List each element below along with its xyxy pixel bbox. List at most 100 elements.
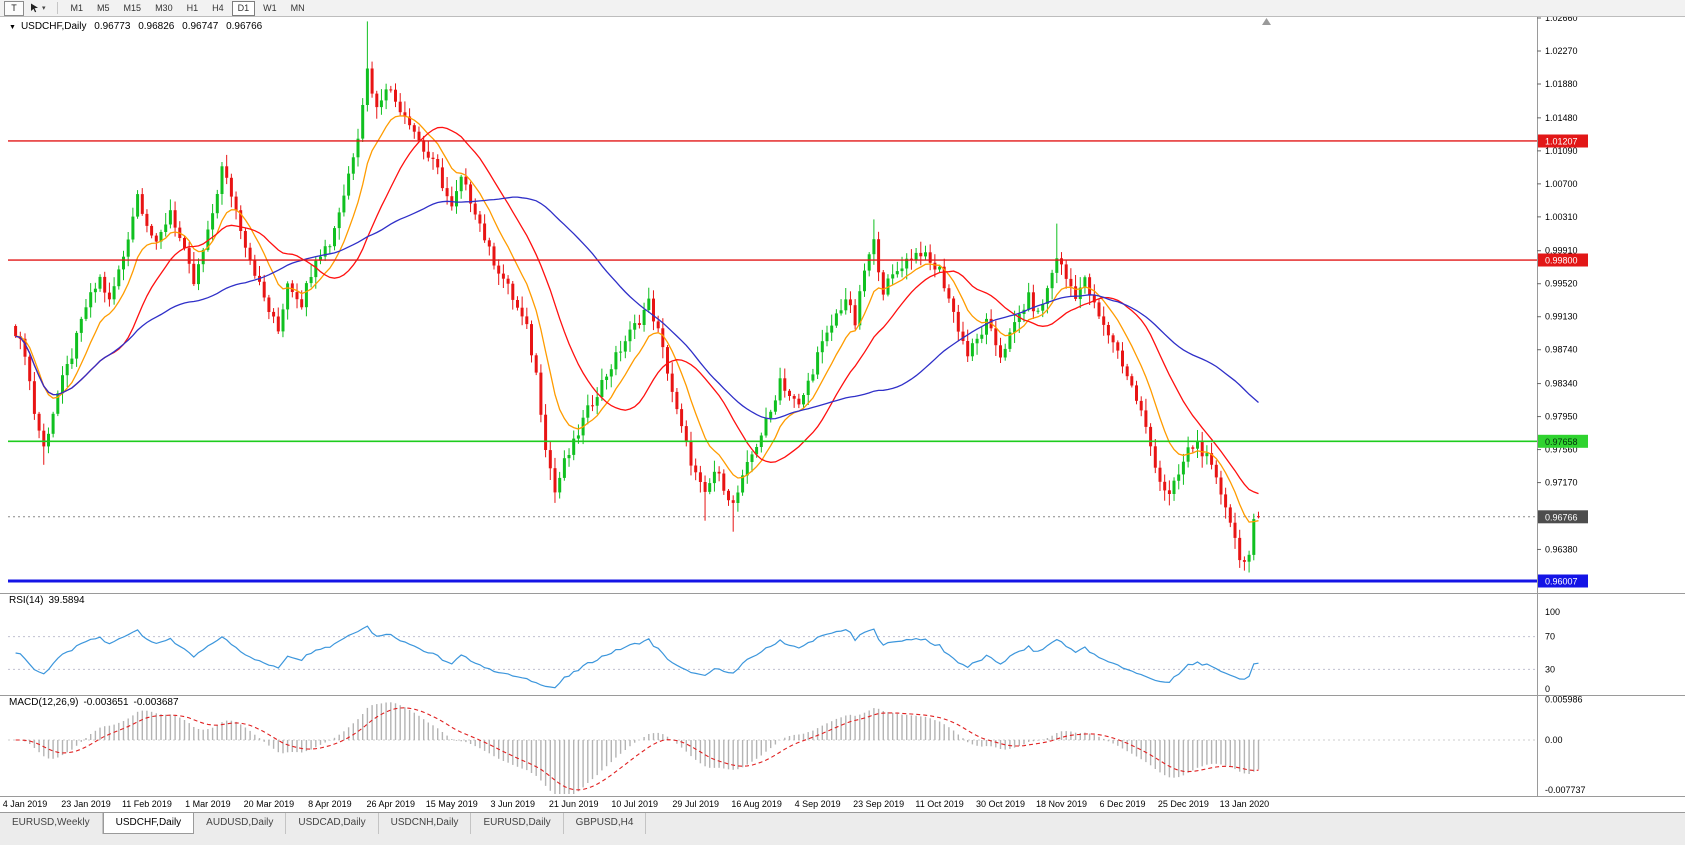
price-tick-label: 0.96380: [1545, 544, 1578, 554]
timeframe-button-h4[interactable]: H4: [212, 3, 224, 13]
timeframe-group: M1 M5 M15 M30 H1 H4 D1 W1 MN: [65, 0, 311, 16]
tab-audusd-daily[interactable]: AUDUSD,Daily: [194, 813, 287, 834]
price-tick-label: 0.98340: [1545, 379, 1578, 389]
date-label: 23 Jan 2019: [61, 799, 111, 809]
ohlc-low: 0.96747: [182, 21, 219, 32]
price-tick-label: 0.98740: [1545, 345, 1578, 355]
templates-button[interactable]: T: [4, 0, 24, 16]
timeframe-button-m15[interactable]: M15: [123, 3, 142, 13]
time-scale[interactable]: 4 Jan 2019 23 Jan 2019 11 Feb 2019 1 Mar 20…: [3, 799, 1269, 809]
ohlc-high: 0.96826: [138, 21, 175, 32]
price-tick-label: 0.99520: [1545, 279, 1578, 289]
price-tick-label: 0.99910: [1545, 246, 1578, 256]
mid-ma: [15, 126, 1259, 495]
macd-tick-label: -0.007737: [1545, 785, 1586, 795]
date-label: 11 Oct 2019: [915, 799, 963, 809]
rsi-tick-label: 30: [1545, 664, 1555, 674]
macd-main-value: -0.003651: [83, 697, 129, 708]
cursor-icon: [31, 3, 38, 13]
price-tick-label: 0.97560: [1545, 445, 1578, 455]
chart-tabs-bar: EURUSD,Weekly USDCHF,Daily AUDUSD,Daily USD…: [0, 812, 1685, 845]
date-label: 8 Apr 2019: [308, 799, 352, 809]
tab-eurusd-weekly[interactable]: EURUSD,Weekly: [0, 813, 103, 834]
tab-gbpusd-h4[interactable]: GBPUSD,H4: [563, 813, 647, 834]
timeframe-button-m30[interactable]: M30: [155, 3, 173, 13]
macd-histogram: [19, 702, 1260, 794]
chart-shift-marker: [1262, 18, 1271, 25]
ohlc-readout: ▼ USDCHF,Daily 0.96773 0.96826 0.96747 0.…: [9, 21, 267, 32]
macd-tick-label: 0.00: [1545, 735, 1563, 745]
macd-panel-label: MACD(12,26,9) -0.003651 -0.003687: [9, 697, 184, 708]
price-tick-label: 1.02660: [1545, 13, 1578, 23]
date-label: 21 Jun 2019: [549, 799, 599, 809]
date-label: 30 Oct 2019: [976, 799, 1025, 809]
price-badge-label: 1.01207: [1545, 137, 1578, 147]
date-label: 20 Mar 2019: [244, 799, 295, 809]
price-badge-resistance-1: [1538, 134, 1588, 148]
rsi-panel: [8, 625, 1537, 689]
date-label: 29 Jul 2019: [672, 799, 719, 809]
price-tick-label: 0.99130: [1545, 312, 1578, 322]
chart-symbol-period: USDCHF,Daily: [20, 21, 87, 32]
top-toolbar: T ▾ M1 M5 M15 M30 H1 H4 D1 W1 MN: [0, 0, 1685, 17]
price-badge-label: 0.96007: [1545, 577, 1578, 587]
tab-usdcad-daily[interactable]: USDCAD,Daily: [286, 813, 379, 834]
price-badge-label: 0.96766: [1545, 512, 1578, 522]
rsi-value: 39.5894: [48, 595, 85, 606]
rsi-tick-label: 100: [1545, 607, 1560, 617]
macd-panel: [8, 702, 1537, 794]
panel-borders: [0, 17, 1685, 797]
rsi-tick-label: 0: [1545, 684, 1550, 694]
slow-ma: [15, 196, 1259, 420]
timeframe-button-m1[interactable]: M1: [70, 3, 84, 13]
price-scale[interactable]: 1.02660 1.02270 1.01880 1.01480 1.01090 1.007…: [1537, 13, 1588, 795]
date-label: 15 May 2019: [426, 799, 478, 809]
price-tick-label: 0.97950: [1545, 412, 1578, 422]
timeframe-button-m5[interactable]: M5: [97, 3, 110, 13]
timeframe-button-mn[interactable]: MN: [290, 3, 305, 13]
horizontal-lines[interactable]: [8, 140, 1537, 583]
timeframe-button-d1[interactable]: D1: [231, 0, 256, 16]
price-tick-label: 1.00700: [1545, 179, 1578, 189]
price-badge-support-1: [1538, 434, 1588, 448]
rsi-line: [15, 625, 1259, 689]
date-label: 23 Sep 2019: [853, 799, 904, 809]
price-badge-label: 0.97658: [1545, 437, 1578, 447]
price-badge-label: 0.99800: [1545, 256, 1578, 266]
tab-eurusd-daily[interactable]: EURUSD,Daily: [471, 813, 564, 834]
date-label: 4 Jan 2019: [3, 799, 48, 809]
price-badge-last-price: [1538, 510, 1588, 524]
fast-ma: [15, 115, 1259, 523]
cursor-tool-button[interactable]: ▾: [26, 1, 50, 16]
date-label: 1 Mar 2019: [185, 799, 231, 809]
price-tick-label: 1.01090: [1545, 146, 1578, 156]
price-tick-label: 1.01480: [1545, 113, 1578, 123]
ohlc-open: 0.96773: [94, 21, 131, 32]
symbol-dropdown-icon[interactable]: ▼: [9, 24, 16, 31]
date-label: 6 Dec 2019: [1099, 799, 1145, 809]
date-label: 18 Nov 2019: [1036, 799, 1087, 809]
macd-name: MACD(12,26,9): [9, 697, 79, 708]
timeframe-button-w1[interactable]: W1: [263, 3, 277, 13]
price-badge-support-2: [1538, 574, 1588, 588]
macd-signal-value: -0.003687: [133, 697, 179, 708]
rsi-panel-label: RSI(14) 39.5894: [9, 595, 90, 606]
date-label: 16 Aug 2019: [731, 799, 782, 809]
date-label: 4 Sep 2019: [795, 799, 841, 809]
date-label: 10 Jul 2019: [611, 799, 658, 809]
tab-usdchf-daily[interactable]: USDCHF,Daily: [102, 813, 195, 834]
date-label: 13 Jan 2020: [1220, 799, 1270, 809]
date-label: 26 Apr 2019: [367, 799, 416, 809]
rsi-tick-label: 70: [1545, 632, 1555, 642]
timeframe-button-h1[interactable]: H1: [186, 3, 199, 13]
macd-tick-label: 0.005986: [1545, 694, 1583, 704]
tab-usdcnh-daily[interactable]: USDCNH,Daily: [378, 813, 472, 834]
moving-averages: [15, 115, 1259, 523]
chevron-down-icon: ▾: [42, 5, 46, 12]
price-tick-label: 1.01880: [1545, 79, 1578, 89]
date-label: 11 Feb 2019: [122, 799, 172, 809]
rsi-name: RSI(14): [9, 595, 44, 606]
date-label: 3 Jun 2019: [491, 799, 536, 809]
